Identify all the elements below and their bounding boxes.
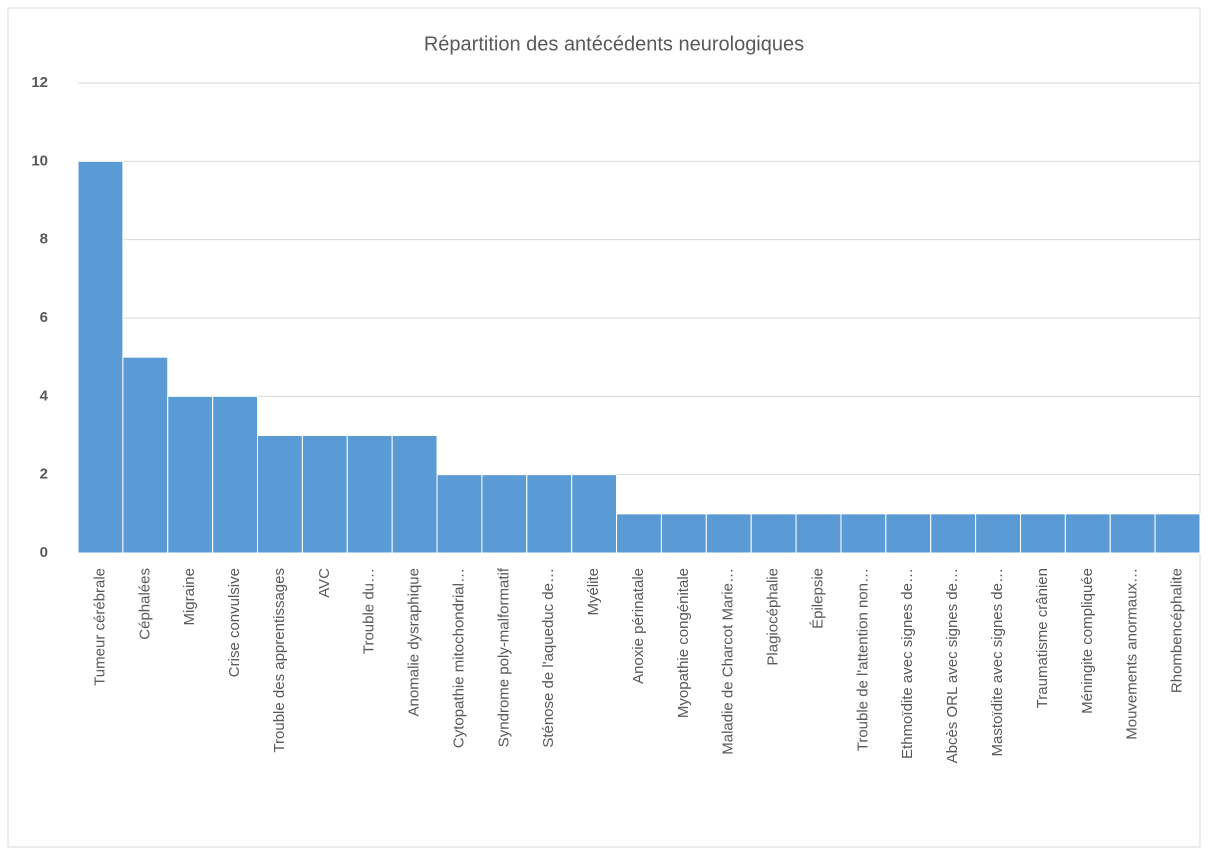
x-tick-label: Migraine — [181, 568, 198, 626]
y-tick-label: 12 — [31, 74, 48, 91]
x-tick-label: AVC — [316, 568, 333, 598]
chart-title: Répartition des antécédents neurologique… — [424, 33, 804, 55]
x-tick-label: Myopathie congénitale — [675, 568, 692, 718]
y-tick-label: 8 — [40, 231, 48, 248]
y-tick-label: 10 — [31, 152, 48, 169]
bar — [436, 474, 483, 554]
bar — [1154, 513, 1201, 554]
x-tick-label: Traumatisme crânien — [1034, 568, 1051, 708]
bar — [526, 474, 573, 554]
x-tick-label: Trouble du… — [361, 568, 378, 654]
bar — [391, 435, 438, 554]
y-tick-label: 6 — [40, 309, 48, 326]
x-tick-label: Sténose de l'aqueduc de… — [540, 568, 557, 748]
bar — [795, 513, 842, 554]
bar — [660, 513, 707, 554]
x-tick-label: Anomalie dysraphique — [406, 568, 423, 716]
x-tick-label: Ethmoïdite avec signes de… — [899, 568, 916, 759]
bar — [212, 395, 259, 554]
x-tick-label: Trouble des apprentissages — [271, 568, 288, 753]
x-tick-label: Rhombencéphalite — [1169, 568, 1186, 693]
bar — [122, 356, 169, 554]
x-tick-label: Tumeur cérébrale — [91, 568, 108, 686]
bar — [705, 513, 752, 554]
bar — [885, 513, 932, 554]
bar — [167, 395, 214, 554]
x-tick-label: Méningite compliquée — [1079, 568, 1096, 714]
x-tick-label: Abcès ORL avec signes de… — [944, 568, 961, 763]
bar — [481, 474, 528, 554]
x-tick-label: Mastoïdite avec signes de… — [989, 568, 1006, 756]
x-tick-label: Myélite — [585, 568, 602, 616]
bar — [616, 513, 662, 554]
bar — [301, 435, 348, 554]
x-tick-label: Mouvements anormaux… — [1124, 568, 1141, 740]
x-tick-label: Maladie de Charcot Marie… — [720, 568, 737, 755]
x-tick-label: Plagiocéphalie — [765, 568, 782, 666]
x-tick-label: Anoxie périnatale — [630, 568, 647, 684]
y-tick-label: 4 — [40, 387, 49, 404]
bar — [1064, 513, 1111, 554]
bar — [77, 160, 124, 554]
x-tick-label: Crise convulsive — [226, 568, 243, 677]
bar — [571, 474, 618, 554]
x-tick-label: Épilepsie — [809, 568, 826, 629]
bar — [750, 513, 797, 554]
bar — [1109, 513, 1156, 554]
y-tick-label: 2 — [40, 466, 48, 483]
bar — [930, 513, 977, 554]
bar — [840, 513, 887, 554]
bar — [257, 435, 303, 554]
x-tick-label: Syndrome poly-malformatif — [495, 567, 512, 747]
bar — [346, 435, 393, 554]
x-tick-label: Trouble de l'attention non… — [854, 568, 871, 751]
x-tick-label: Cytopathie mitochondrial… — [450, 568, 467, 748]
bar — [1019, 513, 1066, 554]
x-tick-label: Céphalées — [136, 568, 153, 640]
y-tick-label: 0 — [40, 544, 48, 561]
bar — [975, 513, 1021, 554]
